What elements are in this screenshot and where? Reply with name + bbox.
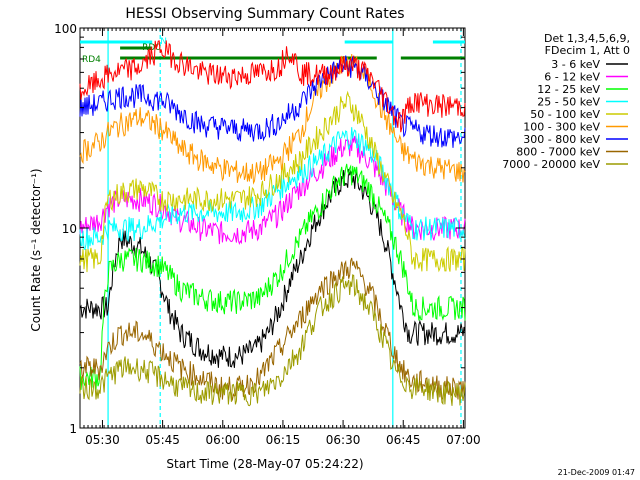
- series-line-9: [79, 40, 466, 133]
- legend-label-4: 50 - 100 keV: [530, 108, 600, 121]
- legend: Det 1,3,4,5,6,9,FDecim 1, Att 03 - 6 keV…: [502, 32, 630, 171]
- x-tick-label-3: 06:15: [266, 433, 301, 447]
- legend-header-1: FDecim 1, Att 0: [545, 44, 630, 57]
- legend-label-1: 6 - 12 keV: [544, 71, 600, 84]
- legend-label-3: 25 - 50 keV: [537, 96, 600, 109]
- legend-header-0: Det 1,3,4,5,6,9,: [544, 32, 630, 45]
- footer-timestamp: 21-Dec-2009 01:47: [558, 468, 635, 477]
- x-tick-label-1: 05:45: [145, 433, 180, 447]
- legend-label-0: 3 - 6 keV: [551, 58, 600, 71]
- chart-title: HESSI Observing Summary Count Rates: [125, 6, 404, 22]
- x-tick-label-6: 07:00: [446, 433, 481, 447]
- y-axis: 1 10 100: [54, 22, 465, 436]
- flag-label-RD4: RD4: [82, 55, 101, 65]
- series-line-2: [79, 163, 466, 390]
- y-tick-label-2: 100: [54, 22, 77, 36]
- series-line-7: [79, 257, 466, 402]
- x-axis: 05:30 05:45 06:00 06:15 06:30 06:45 07:00: [79, 28, 481, 447]
- y-tick-label-0: 1: [69, 422, 77, 436]
- series-group: [79, 40, 466, 407]
- series-line-5: [79, 53, 466, 185]
- series-line-6: [79, 55, 466, 148]
- x-tick-label-4: 06:30: [326, 433, 361, 447]
- y-tick-label-1: 10: [62, 222, 77, 236]
- legend-label-2: 12 - 25 keV: [537, 83, 600, 96]
- series-line-8: [79, 274, 466, 407]
- legend-label-6: 300 - 800 keV: [523, 133, 600, 146]
- x-tick-label-2: 06:00: [205, 433, 240, 447]
- series-line-1: [79, 135, 466, 246]
- legend-label-7: 800 - 7000 keV: [516, 146, 600, 159]
- series-line-4: [79, 90, 466, 273]
- legend-label-8: 7000 - 20000 keV: [502, 158, 600, 171]
- x-tick-label-0: 05:30: [85, 433, 120, 447]
- flag-label-N: N: [160, 37, 167, 47]
- x-tick-label-5: 06:45: [386, 433, 421, 447]
- legend-label-5: 100 - 300 keV: [523, 121, 600, 134]
- y-axis-label: Count Rate (s⁻¹ detector⁻¹): [29, 168, 43, 331]
- x-axis-label: Start Time (28-May-07 05:24:22): [166, 457, 363, 471]
